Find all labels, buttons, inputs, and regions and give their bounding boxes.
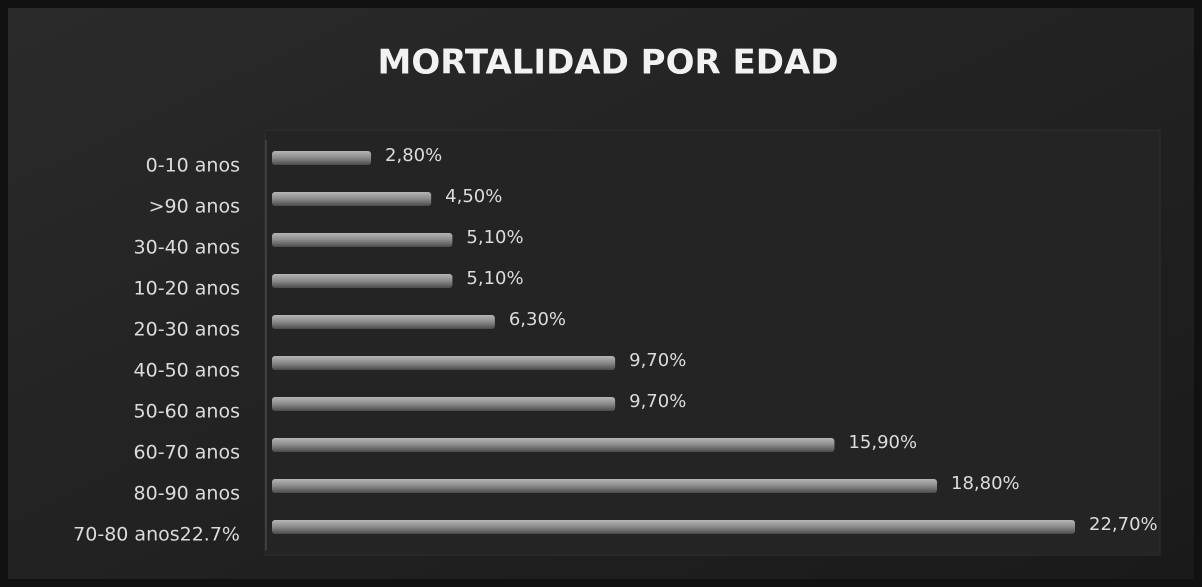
bar [272, 397, 616, 411]
category-label: 70-80 anos22.7% [73, 524, 240, 546]
value-label: 5,10% [466, 268, 523, 289]
bar [272, 438, 835, 452]
category-label: 30-40 anos [134, 237, 240, 259]
category-label: 10-20 anos [134, 278, 240, 300]
category-label: >90 anos [149, 196, 240, 218]
value-label: 15,90% [848, 432, 917, 453]
bar [272, 274, 453, 288]
category-label: 0-10 anos [146, 155, 240, 177]
bar [272, 356, 616, 370]
value-label: 6,30% [509, 309, 566, 330]
bar [272, 233, 453, 247]
value-label: 4,50% [445, 186, 502, 207]
value-label: 22,70% [1089, 514, 1158, 535]
value-label: 18,80% [951, 473, 1020, 494]
bar [272, 479, 938, 493]
value-label: 5,10% [466, 227, 523, 248]
category-label: 50-60 anos [134, 401, 240, 423]
bar [272, 151, 372, 165]
value-label: 9,70% [629, 350, 686, 371]
category-label: 60-70 anos [134, 442, 240, 464]
bar [272, 192, 432, 206]
value-label: 9,70% [629, 391, 686, 412]
value-label: 2,80% [385, 145, 442, 166]
bar [272, 520, 1075, 534]
category-label: 20-30 anos [134, 319, 240, 341]
chart-title: MORTALIDAD POR EDAD [378, 43, 839, 83]
bar [272, 315, 495, 329]
category-label: 80-90 anos [134, 483, 240, 505]
category-label: 40-50 anos [134, 360, 240, 382]
